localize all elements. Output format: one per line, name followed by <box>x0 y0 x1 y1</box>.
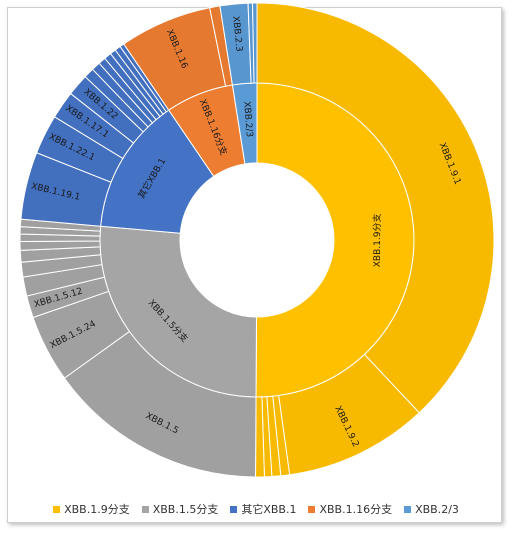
legend-swatch <box>141 505 149 513</box>
legend-label: 其它XBB.1 <box>241 503 297 516</box>
segment-label-xbb-2-3-4: XBB.2/3 <box>241 101 254 138</box>
segment-label-xbb-2-3-29: XBB.2.3 <box>230 16 243 53</box>
legend-swatch <box>230 505 238 513</box>
outer-slice-xbb-1-9-1-0 <box>256 2 495 414</box>
legend: XBB.1.9分支 XBB.1.5分支 其它XBB.1 XBB.1.16分支 XBB.2… <box>0 500 512 518</box>
legend-item-xbb-1-9-0: XBB.1.9分支 <box>53 501 130 517</box>
legend-label: XBB.1.5分支 <box>152 503 219 516</box>
legend-item-xbb-2-3-4: XBB.2/3 <box>404 503 459 516</box>
legend-label: XBB.2/3 <box>415 502 459 516</box>
legend-swatch <box>404 505 412 513</box>
legend-item-xbb-1-2: 其它XBB.1 <box>230 501 296 517</box>
outer-slice-xbb-2-3-31 <box>252 2 258 84</box>
legend-label: XBB.1.16分支 <box>319 503 393 516</box>
legend-swatch <box>53 505 61 513</box>
legend-item-xbb-1-5-1: XBB.1.5分支 <box>141 501 219 517</box>
legend-item-xbb-1-16-3: XBB.1.16分支 <box>308 501 392 517</box>
segment-label-xbb-1-9-0: XBB.1.9分支 <box>371 214 383 268</box>
legend-label: XBB.1.9分支 <box>64 503 130 516</box>
outer-ring <box>19 2 495 478</box>
legend-swatch <box>308 505 316 513</box>
inner-ring <box>99 82 415 398</box>
